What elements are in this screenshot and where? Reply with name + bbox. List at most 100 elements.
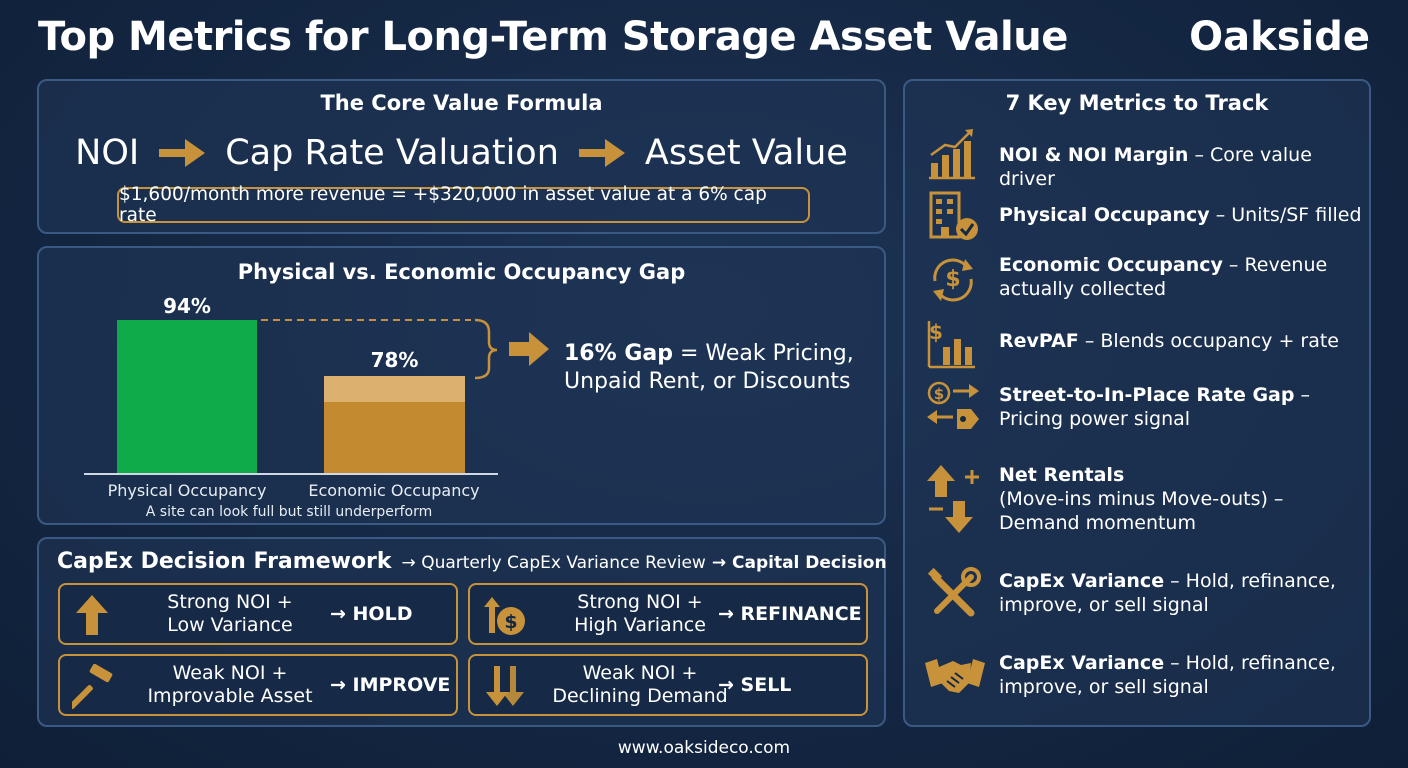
physical-value-label: 94% (163, 294, 211, 318)
metric-text: RevPAF – Blends occupancy + rate (999, 329, 1369, 353)
decision-sell: Weak NOI + Declining Demand → SELL (468, 654, 868, 716)
formula-row: NOI Cap Rate Valuation Asset Value (39, 133, 884, 173)
formula-asset-value: Asset Value (644, 133, 848, 173)
decision-condition: Strong NOI + Low Variance (130, 591, 330, 637)
gap-bold: 16% Gap (564, 341, 673, 366)
core-formula-panel: The Core Value Formula NOI Cap Rate Valu… (37, 79, 886, 234)
decision-line-2: Low Variance (167, 614, 293, 636)
formula-cap-rate: Cap Rate Valuation (225, 133, 559, 173)
metric-item: Net Rentals (Move-ins minus Move-outs) – … (925, 463, 1365, 543)
metric-name: CapEx Variance (999, 570, 1165, 592)
arrow-up-icon (76, 595, 108, 635)
dollar-coin-icon: $ (484, 597, 525, 635)
metric-text: Net Rentals (Move-ins minus Move-outs) – … (999, 463, 1369, 535)
economic-value-label: 78% (370, 348, 419, 372)
decision-action: → SELL (718, 674, 792, 696)
decision-action: → REFINANCE (718, 603, 862, 625)
metrics-panel: 7 Key Metrics to Track NOI & NOI Margin … (903, 79, 1371, 727)
handshake-icon (925, 659, 985, 693)
svg-text:$: $ (929, 320, 943, 344)
decision-line-2: High Variance (574, 614, 706, 636)
economic-axis-label: Economic Occupancy (308, 481, 480, 500)
decision-hold: Strong NOI + Low Variance → HOLD (58, 583, 458, 645)
metric-name: Street-to-In-Place Rate Gap (999, 384, 1295, 406)
economic-bar-highlight (324, 376, 465, 402)
arrows-down-icon (486, 666, 524, 706)
physical-axis-label: Physical Occupancy (107, 481, 267, 500)
decision-condition: Weak NOI + Improvable Asset (130, 662, 330, 708)
decision-action: → IMPROVE (330, 674, 451, 696)
metric-item: $ RevPAF – Blends occupancy + rate (925, 317, 1365, 373)
metric-item: CapEx Variance – Hold, refinance, improv… (925, 649, 1365, 709)
metric-desc: – Hold, refinance, improve, or sell sign… (999, 652, 1336, 698)
decision-line-1: Strong NOI + (167, 591, 293, 613)
decision-improve: Weak NOI + Improvable Asset → IMPROVE (58, 654, 458, 716)
decision-line-1: Weak NOI + (172, 662, 288, 684)
metric-item: CapEx Variance – Hold, refinance, improv… (925, 567, 1365, 627)
metric-desc: – Revenue actually collected (999, 254, 1328, 300)
metric-desc: – Blends occupancy + rate (1078, 330, 1339, 352)
core-formula-title: The Core Value Formula (320, 91, 603, 115)
building-check-icon (929, 191, 978, 240)
dollar-cycle-icon: $ (933, 258, 973, 302)
metric-text: Physical Occupancy – Units/SF filled (999, 203, 1369, 227)
decision-condition: Strong NOI + High Variance (540, 591, 740, 637)
metric-name: NOI & NOI Margin (999, 144, 1189, 166)
bar-chart-up-icon (929, 129, 975, 180)
gap-rest: = Weak Pricing, Unpaid Rent, or Discount… (564, 341, 854, 394)
metrics-title: 7 Key Metrics to Track (1005, 91, 1269, 115)
metric-name: Economic Occupancy (999, 254, 1223, 276)
occupancy-title: Physical vs. Economic Occupancy Gap (237, 260, 686, 284)
svg-text:$: $ (945, 267, 960, 292)
physical-occupancy-bar (117, 320, 257, 474)
arrow-right-icon (159, 139, 206, 167)
metric-name: RevPAF (999, 330, 1079, 352)
capex-flow-review: → Quarterly CapEx Variance Review (401, 553, 706, 573)
chart-baseline (84, 473, 498, 475)
metric-text: Street-to-In-Place Rate Gap – Pricing po… (999, 383, 1369, 431)
metric-name: Net Rentals (999, 464, 1125, 486)
occupancy-panel: Physical vs. Economic Occupancy Gap 94% … (37, 246, 886, 525)
metric-item: $ Street-to-In-Place Rate Gap – Pricing … (925, 379, 1365, 435)
decision-line-1: Weak NOI + (582, 662, 698, 684)
gap-bracket (261, 318, 549, 380)
decision-line-1: Strong NOI + (577, 591, 703, 613)
dollar-bar-chart-icon: $ (927, 320, 975, 369)
metric-item: Physical Occupancy – Units/SF filled (925, 187, 1365, 243)
capex-title: CapEx Decision Framework (57, 549, 392, 574)
decision-condition: Weak NOI + Declining Demand (540, 662, 740, 708)
decision-line-2: Declining Demand (552, 685, 728, 707)
hammer-icon (72, 664, 113, 709)
metric-text: Economic Occupancy – Revenue actually co… (999, 253, 1369, 301)
svg-text:$: $ (934, 385, 944, 403)
metric-text: NOI & NOI Margin – Core value driver (999, 143, 1369, 191)
arrow-right-icon (578, 139, 625, 167)
tools-icon (927, 567, 981, 617)
metric-text: CapEx Variance – Hold, refinance, improv… (999, 651, 1369, 699)
economic-occupancy-bar (324, 376, 465, 474)
metric-desc: – Core value driver (999, 144, 1312, 190)
decision-refinance: $ Strong NOI + High Variance → REFINANCE (468, 583, 868, 645)
decision-action: → HOLD (330, 603, 413, 625)
metric-item: $ Economic Occupancy – Revenue actually … (925, 251, 1365, 307)
metric-desc: – Units/SF filled (1209, 204, 1362, 226)
metric-desc: (Move-ins minus Move-outs) – Demand mome… (999, 488, 1284, 534)
formula-noi: NOI (75, 133, 140, 173)
metric-desc: – Pricing power signal (999, 384, 1311, 430)
brand-logo: Oakside (1189, 14, 1370, 60)
metric-item: NOI & NOI Margin – Core value driver (925, 127, 1365, 190)
capex-header: CapEx Decision Framework → Quarterly Cap… (57, 549, 887, 574)
decision-line-2: Improvable Asset (147, 685, 313, 707)
metric-text: CapEx Variance – Hold, refinance, improv… (999, 569, 1369, 617)
gap-explanation: 16% Gap = Weak Pricing, Unpaid Rent, or … (564, 340, 894, 396)
svg-text:$: $ (504, 611, 517, 633)
plus-minus-arrows-icon (927, 465, 979, 533)
metric-desc: – Hold, refinance, improve, or sell sign… (999, 570, 1336, 616)
formula-callout: $1,600/month more revenue = +$320,000 in… (117, 184, 810, 226)
metric-name: CapEx Variance (999, 652, 1165, 674)
occupancy-note: A site can look full but still underperf… (145, 504, 433, 520)
page-title: Top Metrics for Long-Term Storage Asset … (38, 14, 1068, 60)
footer-url[interactable]: www.oaksideco.com (617, 738, 791, 758)
capex-flow-decision: → Capital Decision (711, 553, 887, 573)
price-tag-exchange-icon: $ (927, 381, 979, 429)
